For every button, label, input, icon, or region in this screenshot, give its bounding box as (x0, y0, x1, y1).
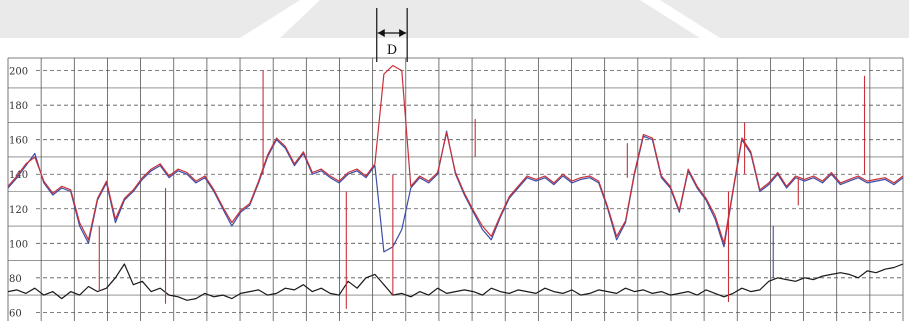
annotation-layer: D (376, 8, 408, 62)
series-layer (7, 64, 904, 301)
series-line-2 (7, 263, 904, 301)
annotation-label-d: D (387, 43, 397, 58)
y-tick-label: 180 (9, 101, 28, 112)
annotation-arrow-right-head (399, 29, 407, 37)
spike-layer (98, 70, 866, 309)
y-tick-label: 160 (9, 136, 28, 147)
y-tick-label: 100 (9, 239, 28, 250)
background-band-left (0, 0, 300, 38)
background-band-right (660, 0, 909, 38)
background-band-middle (280, 0, 700, 38)
y-tick-label: 60 (9, 308, 22, 319)
y-tick-label: 80 (9, 274, 22, 285)
annotation-arrow-left-head (377, 29, 385, 37)
y-tick-label: 120 (9, 205, 28, 216)
grid-layer (7, 57, 904, 321)
y-tick-label: 200 (9, 67, 28, 78)
background-band-layer (0, 0, 909, 38)
series-line-1 (7, 64, 904, 244)
